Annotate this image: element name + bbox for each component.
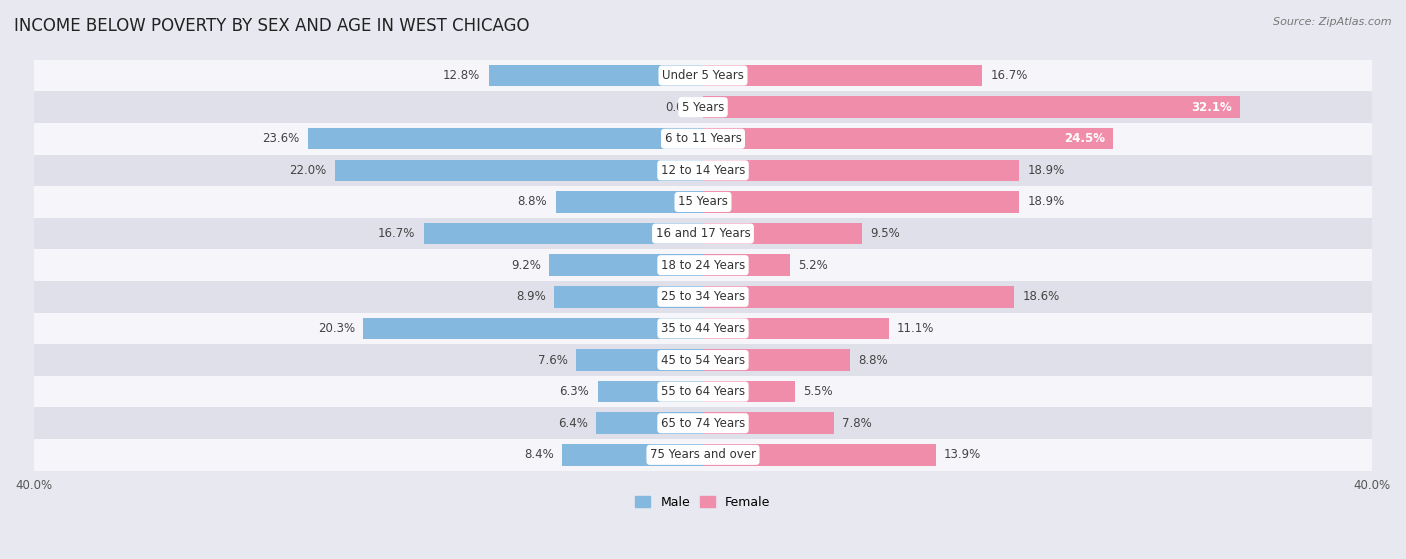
Text: 9.5%: 9.5%: [870, 227, 900, 240]
Text: Source: ZipAtlas.com: Source: ZipAtlas.com: [1274, 17, 1392, 27]
Text: 12.8%: 12.8%: [443, 69, 481, 82]
Text: 35 to 44 Years: 35 to 44 Years: [661, 322, 745, 335]
Text: 6.4%: 6.4%: [558, 416, 588, 430]
Text: INCOME BELOW POVERTY BY SEX AND AGE IN WEST CHICAGO: INCOME BELOW POVERTY BY SEX AND AGE IN W…: [14, 17, 530, 35]
Bar: [598, 381, 703, 402]
Text: 65 to 74 Years: 65 to 74 Years: [661, 416, 745, 430]
Text: 23.6%: 23.6%: [263, 132, 299, 145]
Text: 16.7%: 16.7%: [991, 69, 1028, 82]
Text: 12 to 14 Years: 12 to 14 Years: [661, 164, 745, 177]
Bar: [555, 191, 703, 213]
Bar: [703, 286, 1014, 307]
Bar: [703, 128, 1114, 149]
Bar: [703, 254, 790, 276]
Text: 18 to 24 Years: 18 to 24 Years: [661, 259, 745, 272]
Bar: [703, 96, 1240, 118]
Bar: [423, 223, 703, 244]
Text: 32.1%: 32.1%: [1191, 101, 1232, 113]
Text: 16.7%: 16.7%: [378, 227, 415, 240]
Bar: [34, 123, 1372, 154]
Bar: [703, 191, 1019, 213]
Text: 8.8%: 8.8%: [517, 196, 547, 209]
Bar: [554, 286, 703, 307]
Bar: [34, 218, 1372, 249]
Text: Under 5 Years: Under 5 Years: [662, 69, 744, 82]
Text: 75 Years and over: 75 Years and over: [650, 448, 756, 461]
Text: 6 to 11 Years: 6 to 11 Years: [665, 132, 741, 145]
Bar: [703, 413, 834, 434]
Bar: [34, 344, 1372, 376]
Text: 18.9%: 18.9%: [1028, 196, 1064, 209]
Bar: [548, 254, 703, 276]
Bar: [34, 281, 1372, 312]
Text: 11.1%: 11.1%: [897, 322, 935, 335]
Bar: [703, 223, 862, 244]
Text: 7.8%: 7.8%: [842, 416, 872, 430]
Bar: [34, 408, 1372, 439]
Text: 55 to 64 Years: 55 to 64 Years: [661, 385, 745, 398]
Text: 5 Years: 5 Years: [682, 101, 724, 113]
Text: 45 to 54 Years: 45 to 54 Years: [661, 353, 745, 367]
Text: 6.3%: 6.3%: [560, 385, 589, 398]
Bar: [703, 381, 794, 402]
Bar: [576, 349, 703, 371]
Bar: [596, 413, 703, 434]
Bar: [562, 444, 703, 466]
Text: 7.6%: 7.6%: [537, 353, 568, 367]
Text: 5.2%: 5.2%: [799, 259, 828, 272]
Text: 13.9%: 13.9%: [943, 448, 981, 461]
Bar: [34, 91, 1372, 123]
Bar: [703, 349, 851, 371]
Bar: [34, 186, 1372, 218]
Text: 22.0%: 22.0%: [290, 164, 326, 177]
Text: 5.5%: 5.5%: [803, 385, 832, 398]
Bar: [703, 444, 935, 466]
Text: 24.5%: 24.5%: [1064, 132, 1105, 145]
Text: 16 and 17 Years: 16 and 17 Years: [655, 227, 751, 240]
Text: 8.9%: 8.9%: [516, 290, 546, 304]
Bar: [308, 128, 703, 149]
Text: 18.9%: 18.9%: [1028, 164, 1064, 177]
Text: 8.4%: 8.4%: [524, 448, 554, 461]
Bar: [363, 318, 703, 339]
Text: 20.3%: 20.3%: [318, 322, 354, 335]
Text: 0.0%: 0.0%: [665, 101, 695, 113]
Bar: [703, 160, 1019, 181]
Text: 18.6%: 18.6%: [1022, 290, 1060, 304]
Bar: [34, 376, 1372, 408]
Text: 25 to 34 Years: 25 to 34 Years: [661, 290, 745, 304]
Text: 8.8%: 8.8%: [859, 353, 889, 367]
Bar: [489, 65, 703, 86]
Bar: [34, 249, 1372, 281]
Legend: Male, Female: Male, Female: [630, 491, 776, 514]
Bar: [335, 160, 703, 181]
Bar: [703, 318, 889, 339]
Text: 15 Years: 15 Years: [678, 196, 728, 209]
Bar: [34, 439, 1372, 471]
Bar: [34, 312, 1372, 344]
Text: 9.2%: 9.2%: [510, 259, 541, 272]
Bar: [34, 60, 1372, 91]
Bar: [703, 65, 983, 86]
Bar: [34, 154, 1372, 186]
